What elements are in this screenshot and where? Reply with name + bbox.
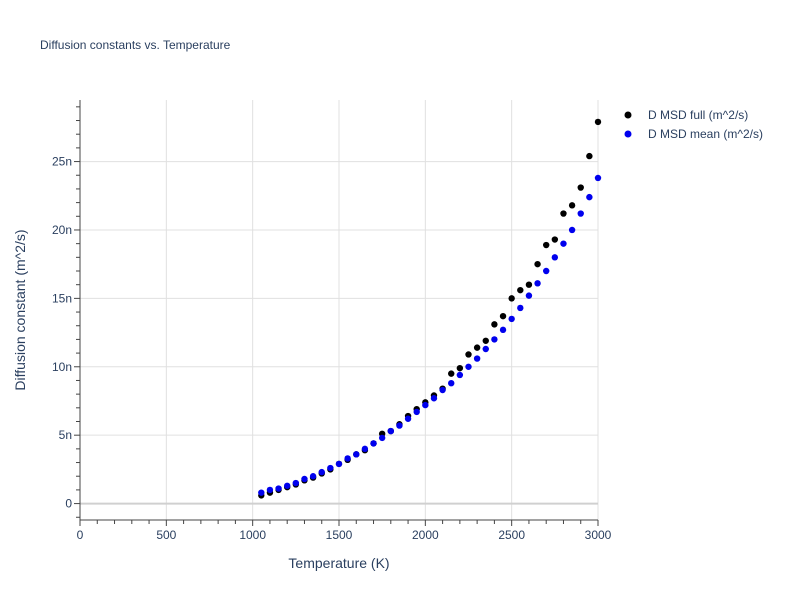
data-point-series-2 <box>309 473 317 480</box>
legend[interactable]: D MSD full (m^2/s) D MSD mean (m^2/s) <box>624 108 763 141</box>
data-point-series-2 <box>594 174 602 182</box>
data-point-series-2 <box>284 482 291 489</box>
data-point-series-1 <box>525 281 533 288</box>
data-point-series-2 <box>327 464 334 472</box>
y-tick-label: 10n <box>52 360 72 374</box>
legend-label: D MSD full (m^2/s) <box>648 108 748 122</box>
x-tick-label: 0 <box>77 528 84 542</box>
data-point-series-2 <box>586 193 593 201</box>
x-axis-title: Temperature (K) <box>288 555 389 571</box>
x-tick-label: 500 <box>156 528 176 542</box>
data-point-series-2 <box>448 379 455 387</box>
data-point-series-2 <box>353 451 360 458</box>
data-point-series-2 <box>465 363 472 370</box>
y-tick-labels: 0 5n 10n 15n 20n 25n <box>52 155 72 511</box>
data-point-series-1 <box>551 236 559 243</box>
legend-item[interactable]: D MSD full (m^2/s) <box>624 108 749 122</box>
x-tick-label: 1500 <box>326 528 353 542</box>
data-point-series-1 <box>448 370 455 377</box>
data-point-series-1 <box>482 337 489 344</box>
y-tick-label: 5n <box>59 428 72 442</box>
data-point-series-2 <box>517 304 524 312</box>
data-point-series-2 <box>525 292 533 299</box>
data-point-series-1 <box>517 286 524 294</box>
data-point-series-1 <box>508 295 515 302</box>
x-tick-label: 3000 <box>585 528 612 542</box>
data-point-series-2 <box>266 486 274 494</box>
y-tick-label: 0 <box>65 497 72 511</box>
data-point-series-2 <box>387 427 394 435</box>
data-point-series-2 <box>370 440 377 447</box>
data-point-series-2 <box>378 434 386 442</box>
data-point-series-2 <box>275 485 282 492</box>
data-point-series-1 <box>543 241 550 249</box>
data-point-series-1 <box>577 184 584 191</box>
data-point-series-1 <box>594 118 602 126</box>
data-point-series-2 <box>335 460 343 468</box>
data-point-series-2 <box>456 371 464 379</box>
data-point-series-2 <box>396 422 403 429</box>
data-point-series-1 <box>473 344 481 351</box>
legend-marker <box>624 130 632 138</box>
data-point-series-2 <box>404 415 412 422</box>
data-point-series-2 <box>473 355 481 362</box>
legend-label: D MSD mean (m^2/s) <box>648 127 763 141</box>
data-point-series-1 <box>456 364 464 372</box>
data-point-series-2 <box>258 489 265 496</box>
data-point-series-2 <box>422 401 429 409</box>
data-point-series-2 <box>344 455 351 462</box>
data-point-series-1 <box>534 260 541 268</box>
data-point-series-1 <box>491 321 498 328</box>
data-point-series-2 <box>292 479 300 487</box>
data-point-series-2 <box>577 210 584 217</box>
data-point-series-2 <box>361 445 369 453</box>
grid-lines <box>80 100 599 520</box>
data-point-series-2 <box>491 336 498 343</box>
data-point-series-2 <box>568 226 576 234</box>
data-point-series-1 <box>586 152 593 160</box>
data-point-series-1 <box>568 202 576 209</box>
data-point-series-2 <box>318 468 325 476</box>
y-tick-label: 25n <box>52 155 72 169</box>
data-point-series-2 <box>551 254 559 261</box>
x-tick-label: 2000 <box>412 528 439 542</box>
x-tick-labels: 0 500 1000 1500 2000 2500 3000 <box>77 528 612 542</box>
data-point-series-2 <box>413 408 420 416</box>
data-point-series-2 <box>482 345 489 353</box>
legend-marker <box>624 111 632 119</box>
data-point-series-2 <box>534 280 541 287</box>
data-point-series-2 <box>499 326 507 334</box>
data-point-series-2 <box>508 315 515 323</box>
data-point-series-2 <box>301 475 308 483</box>
chart-title: Diffusion constants vs. Temperature <box>40 38 231 52</box>
y-tick-label: 15n <box>52 291 72 305</box>
axes <box>74 100 599 526</box>
legend-item[interactable]: D MSD mean (m^2/s) <box>624 127 763 141</box>
data-point-series-2 <box>543 267 550 275</box>
data-point-series-1 <box>560 210 567 217</box>
y-axis-title: Diffusion constant (m^2/s) <box>12 229 28 390</box>
x-tick-label: 1000 <box>239 528 266 542</box>
data-point-series-1 <box>465 351 472 358</box>
data-point-series-2 <box>560 240 567 247</box>
data-point-series-2 <box>430 395 438 402</box>
y-tick-label: 20n <box>52 223 72 237</box>
x-tick-label: 2500 <box>498 528 525 542</box>
data-point-series-2 <box>439 386 446 394</box>
data-points <box>258 118 602 499</box>
data-point-series-1 <box>499 312 507 320</box>
